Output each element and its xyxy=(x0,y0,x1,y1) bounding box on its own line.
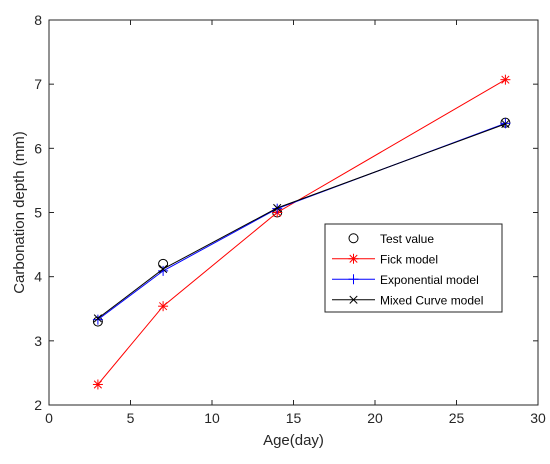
x-axis-label: Age(day) xyxy=(263,432,324,449)
y-tick-label: 6 xyxy=(34,140,42,156)
marker-stroke xyxy=(158,264,168,274)
y-tick-label: 8 xyxy=(34,12,42,28)
x-tick-label: 0 xyxy=(45,410,53,426)
legend-entry: Fick model xyxy=(332,252,438,266)
series-line xyxy=(97,123,506,319)
axis-ticks: 0 5 10 15 20 25 30 2 3 4 5 6 7 8 xyxy=(34,12,546,426)
marker-stroke xyxy=(93,314,103,323)
legend-label: Fick model xyxy=(380,252,438,266)
marker-stroke xyxy=(93,380,103,389)
marker-stroke xyxy=(158,302,168,311)
x-tick-label: 10 xyxy=(204,410,220,426)
x-tick-label: 15 xyxy=(286,410,302,426)
series-line xyxy=(97,79,506,385)
y-tick-label: 7 xyxy=(34,76,42,92)
marker-stroke xyxy=(349,295,358,304)
y-tick-label: 4 xyxy=(34,269,42,285)
legend-entry: Mixed Curve model xyxy=(332,293,483,307)
x-tick-label: 25 xyxy=(449,410,465,426)
legend-marker xyxy=(348,233,359,244)
legend: Test value Fick model Exponential model Mix… xyxy=(324,223,503,313)
marker-stroke xyxy=(501,75,510,84)
series-layer xyxy=(92,74,511,390)
legend-entry: Test value xyxy=(348,232,434,246)
x-tick-label: 30 xyxy=(530,410,546,426)
marker-stroke xyxy=(501,119,510,129)
y-axis-label: Carbonation depth (mm) xyxy=(11,131,28,294)
marker-stroke xyxy=(273,203,282,213)
data-point xyxy=(92,379,103,390)
data-point xyxy=(158,301,169,312)
legend-label: Test value xyxy=(380,232,434,246)
y-tick-label: 2 xyxy=(34,397,42,413)
x-tick-label: 5 xyxy=(127,410,135,426)
legend-box xyxy=(324,223,503,313)
legend-entry: Exponential model xyxy=(332,273,479,287)
plot-background xyxy=(49,20,538,405)
data-point xyxy=(501,119,510,129)
data-point xyxy=(158,264,168,274)
x-tick-label: 20 xyxy=(367,410,383,426)
data-point xyxy=(500,74,511,85)
legend-marker xyxy=(348,274,359,285)
legend-label: Mixed Curve model xyxy=(380,293,483,307)
y-tick-label: 5 xyxy=(34,205,42,221)
legend-label: Exponential model xyxy=(380,273,479,287)
legend-marker xyxy=(349,295,358,304)
data-point xyxy=(92,314,103,325)
y-tick-label: 3 xyxy=(34,333,42,349)
data-point xyxy=(273,203,282,213)
marker-stroke xyxy=(349,254,358,263)
series-mixed-curve-model xyxy=(93,119,510,323)
legend-marker xyxy=(348,253,359,264)
data-point xyxy=(93,314,103,323)
